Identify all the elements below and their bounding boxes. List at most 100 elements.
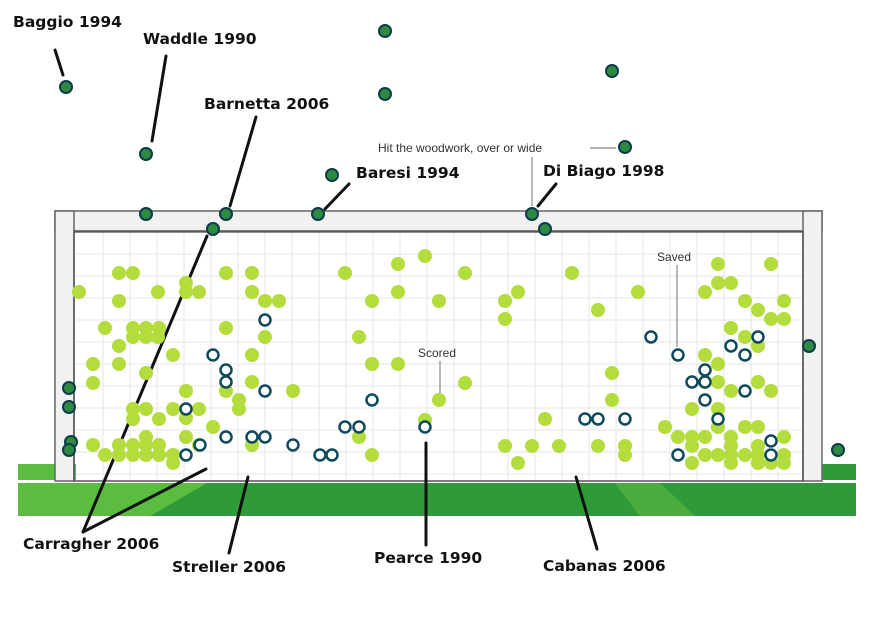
scored-point	[166, 456, 180, 470]
scored-point	[166, 348, 180, 362]
saved-point	[764, 434, 778, 448]
missed-point	[378, 24, 392, 38]
scored-point	[591, 439, 605, 453]
saved-point	[352, 420, 366, 434]
scored-point	[139, 366, 153, 380]
scored-point	[711, 402, 725, 416]
scored-point	[698, 348, 712, 362]
label-waddle-1990: Waddle 1990	[143, 30, 257, 48]
scored-point	[724, 276, 738, 290]
leader-waddle	[150, 54, 168, 143]
scored-point	[777, 448, 791, 462]
scored-point	[685, 402, 699, 416]
leader-baresi	[323, 182, 351, 211]
scored-point	[219, 321, 233, 335]
scored-point	[286, 384, 300, 398]
scored-point	[232, 402, 246, 416]
saved-point	[671, 448, 685, 462]
scored-point	[525, 439, 539, 453]
missed-point	[206, 222, 220, 236]
missed-point	[802, 339, 816, 353]
saved-point	[286, 438, 300, 452]
scored-point	[139, 438, 153, 452]
scored-point	[245, 348, 259, 362]
scored-point	[86, 376, 100, 390]
scored-point	[511, 285, 525, 299]
scored-point	[724, 456, 738, 470]
label-streller-2006: Streller 2006	[172, 558, 286, 576]
scored-point	[498, 439, 512, 453]
scored-point	[112, 294, 126, 308]
scored-point	[152, 438, 166, 452]
scored-point	[192, 285, 206, 299]
scored-point	[764, 312, 778, 326]
label-cabanas-2006: Cabanas 2006	[543, 557, 666, 575]
saved-point	[578, 412, 592, 426]
scored-point	[605, 393, 619, 407]
legend-saved: Saved	[657, 250, 691, 264]
saved-point	[258, 430, 272, 444]
scored-point	[552, 439, 566, 453]
scored-point	[591, 303, 605, 317]
saved-point	[591, 412, 605, 426]
leader-dibiago	[536, 182, 558, 208]
saved-point	[698, 393, 712, 407]
scored-point	[698, 285, 712, 299]
scored-point	[738, 330, 752, 344]
saved-point	[698, 375, 712, 389]
penalty-points	[59, 24, 845, 470]
scored-point	[245, 266, 259, 280]
scored-point	[112, 339, 126, 353]
missed-point	[538, 222, 552, 236]
saved-point	[258, 384, 272, 398]
scored-point	[605, 366, 619, 380]
scored-point	[432, 393, 446, 407]
scored-point	[511, 456, 525, 470]
scored-point	[126, 330, 140, 344]
scored-point	[711, 357, 725, 371]
legend-scored: Scored	[418, 346, 456, 360]
net-inner-frame	[73, 230, 804, 482]
scored-point	[777, 294, 791, 308]
scored-point	[671, 430, 685, 444]
scored-point	[139, 402, 153, 416]
scored-point	[618, 448, 632, 462]
scored-point	[126, 438, 140, 452]
scored-point	[458, 376, 472, 390]
label-baresi-1994: Baresi 1994	[356, 164, 460, 182]
leader-streller	[227, 475, 250, 555]
scored-point	[152, 412, 166, 426]
scored-point	[245, 285, 259, 299]
scored-point	[112, 266, 126, 280]
saved-point	[685, 375, 699, 389]
scored-point	[365, 357, 379, 371]
scored-point	[432, 294, 446, 308]
scored-point	[391, 357, 405, 371]
leader-baggio	[53, 48, 65, 77]
scored-point	[179, 430, 193, 444]
saved-point	[325, 448, 339, 462]
scored-point	[764, 257, 778, 271]
scored-point	[698, 430, 712, 444]
missed-point	[139, 147, 153, 161]
saved-point	[365, 393, 379, 407]
label-pearce-1990: Pearce 1990	[374, 549, 482, 567]
saved-point	[698, 363, 712, 377]
scored-point	[751, 303, 765, 317]
scored-point	[498, 312, 512, 326]
scored-point	[711, 257, 725, 271]
missed-point	[525, 207, 539, 221]
saved-point	[219, 375, 233, 389]
saved-point	[738, 384, 752, 398]
scored-point	[352, 330, 366, 344]
scored-point	[738, 294, 752, 308]
penalty-labels: Baggio 1994 Waddle 1990 Barnetta 2006 Ba…	[13, 13, 666, 576]
scored-point	[365, 294, 379, 308]
scored-point	[711, 448, 725, 462]
scored-point	[245, 375, 259, 389]
missed-point	[605, 64, 619, 78]
saved-point	[258, 313, 272, 327]
label-dibiago-1998: Di Biago 1998	[543, 162, 664, 180]
scored-point	[86, 357, 100, 371]
